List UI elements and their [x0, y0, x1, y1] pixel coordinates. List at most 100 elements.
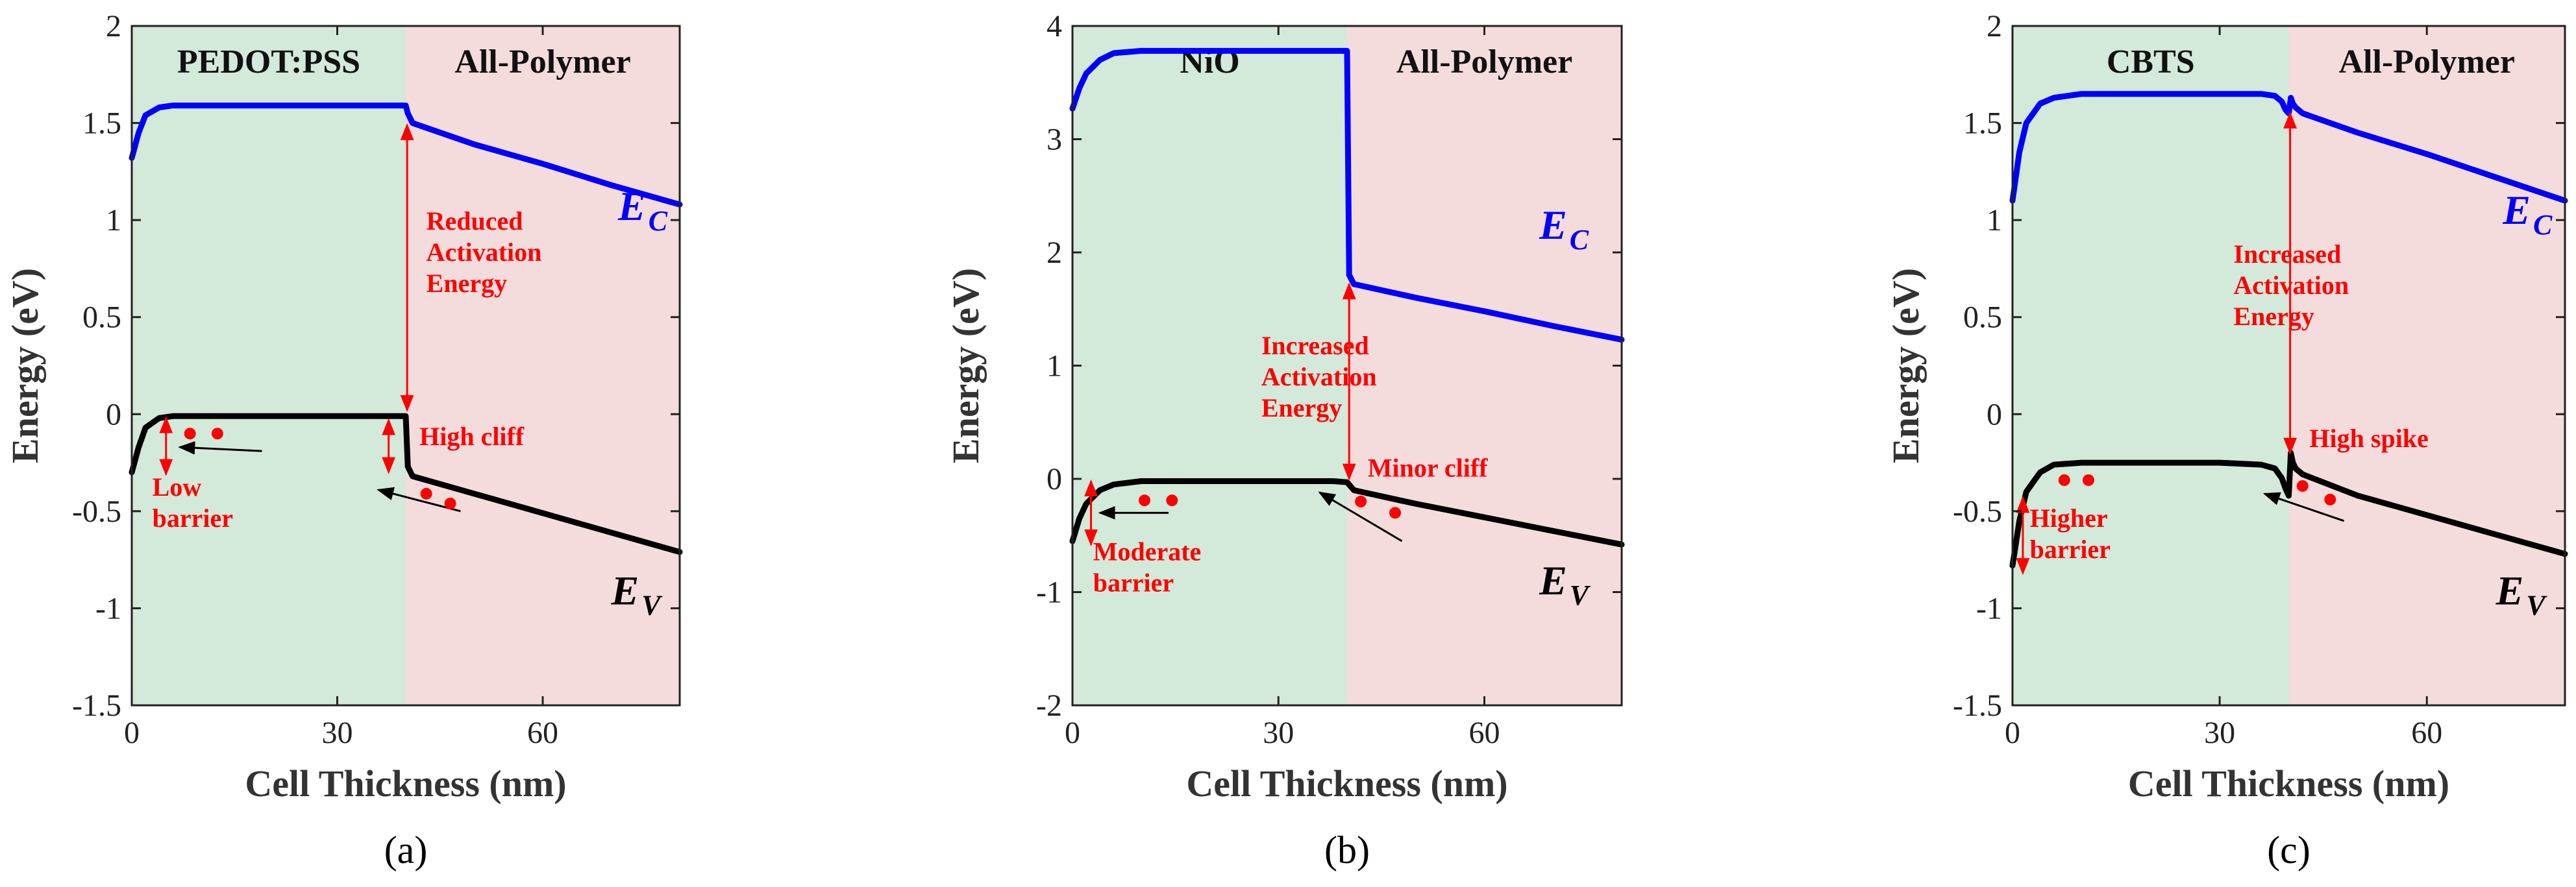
annotation-text: barrier [1093, 568, 1174, 598]
y-tick-label: -0.5 [72, 494, 121, 529]
region-label: All-Polymer [454, 43, 630, 80]
panel-caption: (b) [1324, 829, 1370, 871]
band-label-main: E [1539, 557, 1567, 603]
region-background [1072, 26, 1347, 705]
hole-dot [184, 428, 196, 440]
y-axis-label: Energy (eV) [1885, 268, 1927, 463]
x-tick-label: 30 [322, 716, 353, 750]
region-background [2012, 26, 2289, 705]
x-axis-label: Cell Thickness (nm) [1186, 762, 1507, 805]
y-tick-label: -2 [1036, 688, 1062, 723]
y-tick-label: 4 [1046, 9, 1062, 43]
region-background [132, 26, 406, 705]
y-axis-label: Energy (eV) [4, 268, 46, 463]
band-label: EV [611, 567, 663, 621]
valence-band-line [129, 413, 683, 555]
hole-dot [1355, 495, 1367, 507]
x-axis-label: Cell Thickness (nm) [245, 762, 566, 805]
conduction-band-line [129, 103, 683, 208]
y-tick-label: 0.5 [82, 300, 121, 335]
conduction-band-line [1069, 47, 1625, 343]
valence-band-line [2009, 450, 2568, 569]
hole-dot [2324, 493, 2336, 505]
band-label-subscript: C [1570, 224, 1589, 256]
hole-transport-arrow [1318, 491, 1403, 542]
annotation-text: Energy [427, 269, 507, 298]
x-tick-label: 0 [2005, 716, 2020, 750]
band-label-subscript: V [2526, 589, 2547, 621]
y-tick-label: 1.5 [82, 106, 121, 141]
panel-caption: (a) [384, 829, 428, 871]
region-background [2288, 26, 2565, 705]
annotation-text: Activation [1261, 362, 1377, 391]
region-background [1347, 26, 1622, 705]
annotation-text: High spike [2309, 424, 2428, 453]
panel-a: PEDOT:PSS All-PolymerECEVReducedActivatio… [4, 9, 683, 871]
x-tick-label: 0 [124, 716, 140, 750]
annotation-text: barrier [153, 504, 233, 533]
y-tick-label: -1.5 [72, 688, 121, 723]
y-tick-label: -1 [95, 591, 121, 626]
annotation-text: Minor cliff [1368, 454, 1488, 483]
hole-dot [2296, 480, 2309, 492]
hole-transport-arrow [2262, 492, 2345, 522]
y-tick-label: -0.5 [1953, 494, 2002, 529]
hole-transport-arrow [178, 441, 262, 455]
y-tick-label: 0 [1987, 397, 2002, 431]
band-label-main: E [611, 567, 639, 613]
band-label-subscript: C [2533, 209, 2553, 241]
y-tick-label: 0 [1046, 462, 1062, 496]
band-label-subscript: V [641, 589, 663, 621]
band-label: EV [1539, 557, 1591, 611]
y-tick-label: 1.5 [1963, 106, 2002, 141]
band-label: EC [2502, 187, 2553, 241]
band-label: EV [2496, 567, 2548, 621]
hole-dot [2083, 474, 2095, 486]
band-label-subscript: V [1570, 579, 1591, 611]
annotation-text: High cliff [419, 422, 525, 451]
hole-dot [444, 497, 456, 509]
band-label: EC [617, 183, 668, 237]
region-label: All-Polymer [1396, 43, 1572, 80]
annotation-text: Reduced [427, 206, 523, 236]
hole-dot [420, 487, 432, 500]
y-tick-label: 2 [106, 9, 121, 43]
panel-b: NiO All-PolymerECEVIncreasedActivationEne… [945, 9, 1625, 871]
band-label-main: E [617, 183, 646, 229]
panel-c: CBTS All-PolymerECEVIncreasedActivationEn… [1885, 9, 2568, 871]
hole-dot [1166, 494, 1178, 507]
annotation-text: Energy [2233, 302, 2314, 331]
x-tick-label: 30 [1263, 716, 1294, 750]
annotation-text: Energy [1261, 393, 1342, 422]
plot-frame [2011, 25, 2566, 707]
x-tick-label: 0 [1065, 716, 1080, 750]
y-axis-label: Energy (eV) [945, 268, 987, 463]
annotation-text: Increased [2233, 239, 2341, 269]
y-tick-label: 1 [1046, 349, 1062, 383]
y-tick-label: -1 [1036, 576, 1062, 610]
y-tick-label: -1 [1976, 591, 2002, 626]
y-tick-label: 0.5 [1963, 300, 2002, 335]
hole-dot [2058, 474, 2070, 486]
plot-frame [130, 25, 681, 707]
y-tick-label: 1 [106, 203, 121, 237]
hole-dot [211, 428, 223, 440]
annotation-text: Higher [2030, 504, 2108, 533]
hole-dot [1389, 507, 1402, 519]
annotation-text: Activation [427, 237, 542, 267]
panel-caption: (c) [2267, 829, 2310, 871]
x-tick-label: 60 [527, 716, 558, 750]
annotation-text: Activation [2233, 271, 2349, 300]
hole-dot [1139, 494, 1151, 507]
y-tick-label: 3 [1046, 123, 1062, 157]
band-label: EC [1539, 202, 1589, 256]
region-label: CBTS [2107, 43, 2195, 80]
region-label: PEDOT:PSS [177, 43, 360, 80]
band-label-main: E [2496, 567, 2524, 613]
band-label-subscript: C [649, 205, 668, 237]
y-tick-label: 2 [1046, 236, 1062, 270]
annotation-text: barrier [2030, 535, 2111, 564]
y-tick-label: -1.5 [1953, 688, 2002, 723]
y-tick-label: 0 [106, 397, 121, 431]
